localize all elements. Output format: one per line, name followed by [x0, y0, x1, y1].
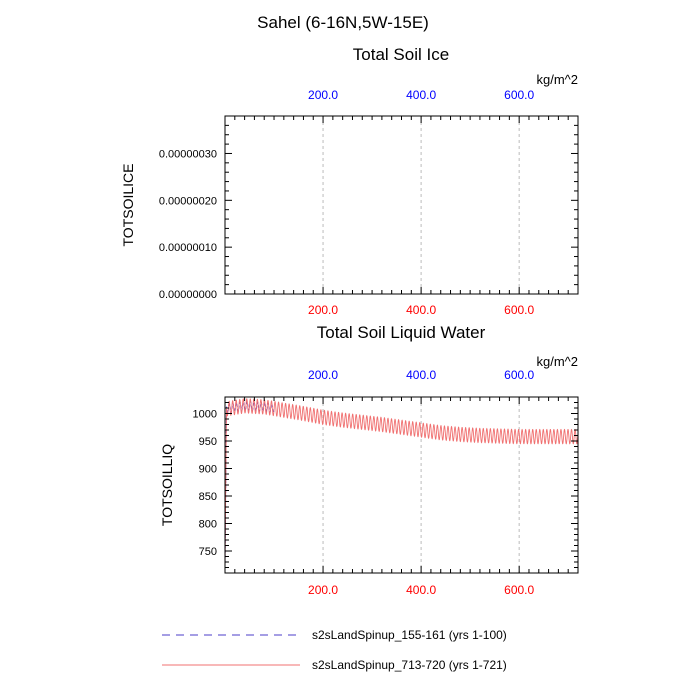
x-tick-label-bottom: 600.0: [504, 583, 534, 597]
y-axis-label: TOTSOILLIQ: [159, 444, 175, 526]
y-tick-label: 750: [199, 546, 217, 558]
series-line: [224, 400, 275, 574]
y-tick-label: 0.00000020: [159, 195, 217, 207]
x-tick-label-bottom: 200.0: [308, 583, 338, 597]
legend-label: s2sLandSpinup_713-720 (yrs 1-721): [312, 658, 507, 672]
chart-title: Total Soil Liquid Water: [317, 323, 486, 342]
y-tick-label: 850: [199, 491, 217, 503]
units-label: kg/m^2: [536, 72, 578, 87]
x-tick-label-top: 400.0: [406, 88, 436, 102]
series-line: [224, 398, 579, 574]
y-tick-label: 0.00000010: [159, 242, 217, 254]
chart-title: Total Soil Ice: [353, 45, 449, 64]
figure-main-title: Sahel (6-16N,5W-15E): [257, 13, 429, 32]
units-label: kg/m^2: [536, 354, 578, 369]
x-tick-label-bottom: 400.0: [406, 303, 436, 317]
y-axis-label: TOTSOILICE: [120, 164, 136, 247]
legend: s2sLandSpinup_155-161 (yrs 1-100) s2sLan…: [162, 628, 507, 672]
legend-label: s2sLandSpinup_155-161 (yrs 1-100): [312, 628, 507, 642]
x-tick-label-top: 600.0: [504, 368, 534, 382]
plot-marks: 200.0 200.0 400.0 400.0 600.0 600.0 750 800 850 9…: [193, 368, 579, 597]
y-tick-label: 800: [199, 519, 217, 531]
x-tick-label-top: 200.0: [308, 368, 338, 382]
x-tick-label-bottom: 600.0: [504, 303, 534, 317]
x-tick-label-top: 600.0: [504, 88, 534, 102]
x-tick-label-top: 400.0: [406, 368, 436, 382]
y-tick-label: 0.00000030: [159, 148, 217, 160]
x-tick-label-bottom: 400.0: [406, 583, 436, 597]
chart-panel-soil-ice: Total Soil Ice kg/m^2 TOTSOILICE 200.020…: [120, 45, 579, 317]
x-tick-label-top: 200.0: [308, 88, 338, 102]
y-tick-label: 0.00000000: [159, 289, 217, 301]
chart-panel-soil-liquid-water: Total Soil Liquid Water kg/m^2 TOTSOILLI…: [159, 323, 579, 597]
y-tick-label: 1000: [193, 409, 217, 421]
plot-frame: [224, 115, 579, 295]
plot-marks: 200.0 200.0 400.0 400.0 600.0 600.0 0.00000000…: [159, 88, 579, 317]
y-tick-label: 900: [199, 464, 217, 476]
x-tick-label-bottom: 200.0: [308, 303, 338, 317]
y-tick-label: 950: [199, 436, 217, 448]
